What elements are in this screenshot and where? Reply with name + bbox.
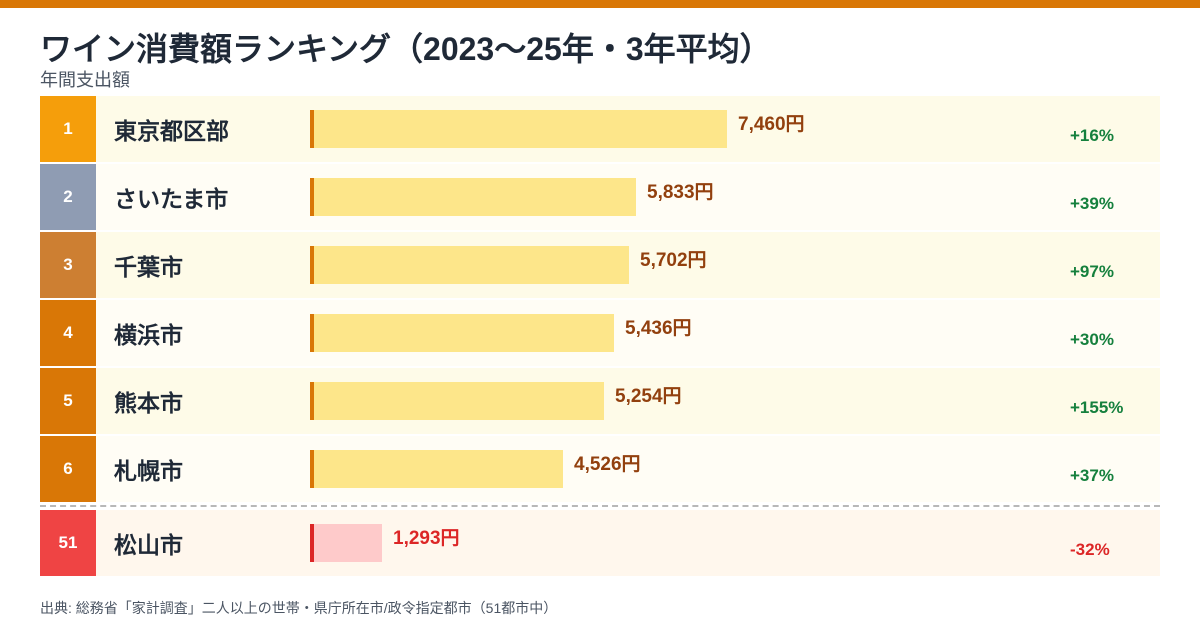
- ranking-row: 51 松山市 1,293円 -32%: [40, 510, 1160, 576]
- bar-accent: [310, 524, 314, 562]
- value-bar: [310, 524, 382, 562]
- city-label: 横浜市: [114, 322, 183, 348]
- value-bar: [310, 314, 614, 352]
- source-note: 出典: 総務省「家計調査」二人以上の世帯・県庁所在市/政令指定都市（51都市中）: [40, 600, 558, 616]
- bar-accent: [310, 246, 314, 284]
- chart-subtitle: 年間支出額: [40, 70, 130, 90]
- value-label: 1,293円: [393, 528, 460, 549]
- bar-accent: [310, 314, 314, 352]
- rank-badge: 51: [40, 510, 96, 576]
- ranking-row: 5 熊本市 5,254円 +155%: [40, 368, 1160, 434]
- value-label: 5,436円: [625, 318, 692, 339]
- accent-top-bar: [0, 0, 1200, 8]
- rank-badge: 6: [40, 436, 96, 502]
- value-bar: [310, 246, 629, 284]
- value-label: 4,526円: [574, 454, 641, 475]
- ranking-row: 1 東京都区部 7,460円 +16%: [40, 96, 1160, 162]
- change-label: +39%: [1070, 194, 1114, 213]
- rank-badge: 2: [40, 164, 96, 230]
- ranking-row: 4 横浜市 5,436円 +30%: [40, 300, 1160, 366]
- value-bar: [310, 450, 563, 488]
- value-label: 5,702円: [640, 250, 707, 271]
- change-label: +97%: [1070, 262, 1114, 281]
- city-label: 札幌市: [114, 458, 183, 484]
- ranking-row: 6 札幌市 4,526円 +37%: [40, 436, 1160, 502]
- value-bar: [310, 178, 636, 216]
- bar-accent: [310, 110, 314, 148]
- change-label: +30%: [1070, 330, 1114, 349]
- value-bar: [310, 382, 604, 420]
- ranking-row: 2 さいたま市 5,833円 +39%: [40, 164, 1160, 230]
- rank-badge: 3: [40, 232, 96, 298]
- ranking-row: 3 千葉市 5,702円 +97%: [40, 232, 1160, 298]
- rank-badge: 5: [40, 368, 96, 434]
- rank-badge: 4: [40, 300, 96, 366]
- city-label: 松山市: [114, 532, 183, 558]
- rank-badge: 1: [40, 96, 96, 162]
- value-label: 7,460円: [738, 114, 805, 135]
- value-bar: [310, 110, 727, 148]
- bar-accent: [310, 178, 314, 216]
- city-label: 熊本市: [114, 390, 183, 416]
- change-label: +155%: [1070, 398, 1124, 417]
- bar-accent: [310, 382, 314, 420]
- separator-line: [40, 505, 1160, 507]
- ranking-chart: 1 東京都区部 7,460円 +16% 2 さいたま市 5,833円 +39% 3 千葉市 5,70…: [40, 96, 1160, 576]
- change-label: +16%: [1070, 126, 1114, 145]
- value-label: 5,254円: [615, 386, 682, 407]
- change-label: +37%: [1070, 466, 1114, 485]
- change-label: -32%: [1070, 540, 1110, 559]
- city-label: さいたま市: [114, 186, 229, 212]
- city-label: 東京都区部: [114, 118, 229, 144]
- bar-accent: [310, 450, 314, 488]
- value-label: 5,833円: [647, 182, 714, 203]
- chart-title: ワイン消費額ランキング（2023〜25年・3年平均）: [40, 31, 772, 67]
- city-label: 千葉市: [114, 254, 183, 280]
